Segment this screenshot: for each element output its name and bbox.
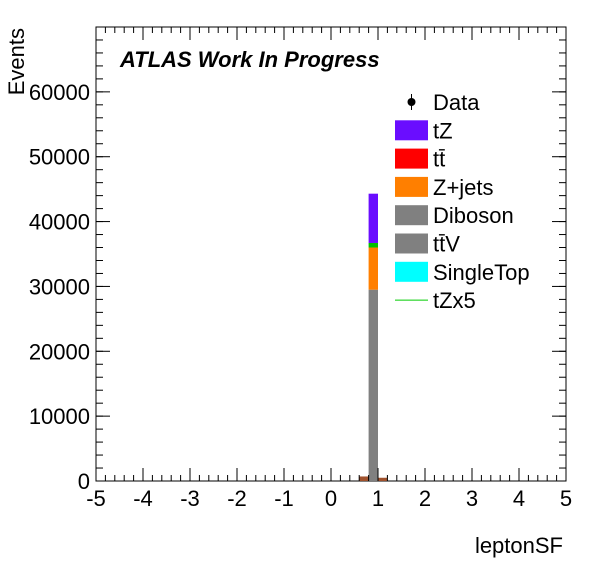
x-tick-label: 5 xyxy=(560,486,572,511)
legend: Data tZ tt̄ Z+jets Diboson tt̄V SingleTop tZx5 xyxy=(395,90,530,313)
legend-label-data: Data xyxy=(433,90,480,115)
plot-border xyxy=(95,26,567,482)
bar-tz-3 xyxy=(368,193,378,243)
y-tick-label: 40000 xyxy=(29,210,90,235)
bar-tt-v-2 xyxy=(368,242,378,248)
legend-label-tz: tZ xyxy=(433,118,453,143)
atlas-label: ATLAS Work In Progress xyxy=(119,47,380,72)
x-axis-title: leptonSF xyxy=(475,533,563,558)
y-tick-label: 60000 xyxy=(29,80,90,105)
legend-swatch-singletop xyxy=(395,261,428,282)
x-tick-label: 3 xyxy=(466,486,478,511)
legend-label-tzx5: tZx5 xyxy=(433,288,476,313)
y-axis-title: Events xyxy=(4,28,29,95)
bar-diboson-0 xyxy=(368,289,378,481)
legend-label-diboson: Diboson xyxy=(433,203,514,228)
y-tick-label: 10000 xyxy=(29,404,90,429)
bar-diboson-4 xyxy=(359,476,369,481)
x-tick-label: 4 xyxy=(513,486,525,511)
y-tick-label: 0 xyxy=(78,469,90,494)
bar-z-jets-1 xyxy=(368,247,378,290)
x-tick-label: -2 xyxy=(227,486,247,511)
x-tick-label: 0 xyxy=(325,486,337,511)
y-tick-label: 20000 xyxy=(29,339,90,364)
legend-label-tt-v: tt̄V xyxy=(433,232,460,257)
legend-swatch-tt-v xyxy=(395,233,428,254)
legend-swatch-tt- xyxy=(395,148,428,169)
y-tick-label: 30000 xyxy=(29,274,90,299)
legend-swatch-tz xyxy=(395,120,428,141)
plot-frame xyxy=(95,26,567,482)
x-tick-label: 2 xyxy=(419,486,431,511)
legend-label-singletop: SingleTop xyxy=(433,260,530,285)
x-tick-label: 1 xyxy=(372,486,384,511)
histogram-bars xyxy=(359,193,388,481)
legend-label-tt-: tt̄ xyxy=(433,147,445,172)
x-tick-label: -5 xyxy=(86,486,106,511)
legend-marker-data xyxy=(407,98,416,106)
bar-diboson-5 xyxy=(378,477,388,481)
x-tick-label: -4 xyxy=(133,486,153,511)
x-tick-label: -3 xyxy=(180,486,200,511)
legend-swatch-z-jets xyxy=(395,176,428,197)
legend-label-z-jets: Z+jets xyxy=(433,175,494,200)
axes: -5 -4 -3 -2 -1 0 1 2 3 4 5 0 10000 20000 30000 40000 500… xyxy=(29,26,572,511)
legend-swatch-diboson xyxy=(395,205,428,226)
x-tick-label: -1 xyxy=(274,486,294,511)
y-tick-label: 50000 xyxy=(29,145,90,170)
